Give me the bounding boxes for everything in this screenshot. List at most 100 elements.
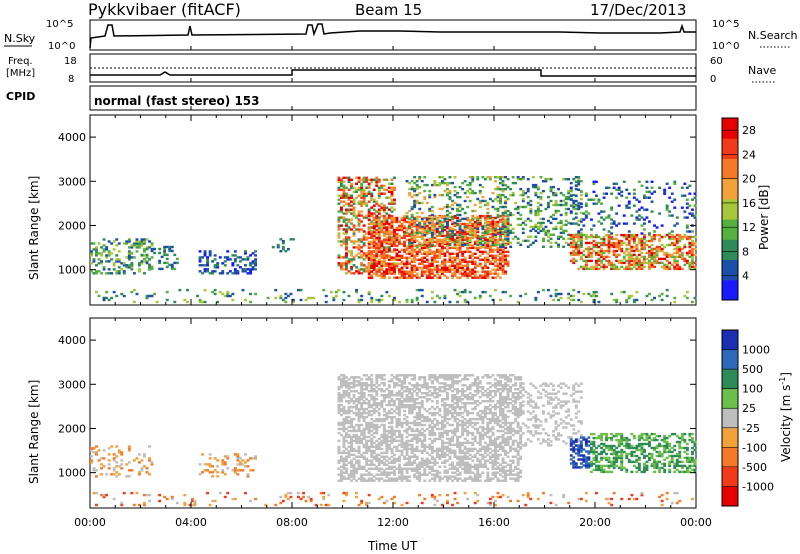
range-gate-cell (246, 473, 250, 476)
range-gate-cell (564, 219, 568, 223)
range-gate-cell (476, 234, 480, 238)
range-gate-cell (403, 398, 406, 401)
range-gate-cell (650, 239, 654, 243)
range-gate-cell (365, 378, 369, 381)
range-gate-cell (132, 300, 136, 304)
range-gate-cell (367, 378, 371, 381)
range-gate-cell (612, 237, 616, 241)
range-gate-cell (655, 253, 659, 257)
range-gate-cell (350, 178, 353, 181)
range-gate-cell (357, 449, 361, 453)
range-gate-cell (390, 202, 394, 205)
range-gate-cell (170, 245, 174, 249)
range-gate-cell (481, 195, 485, 199)
range-gate-cell (408, 274, 411, 277)
range-gate-cell (415, 475, 419, 478)
range-gate-cell (496, 215, 500, 219)
range-gate-cell (382, 238, 386, 242)
range-gate-cell (433, 266, 437, 269)
range-gate-cell (375, 453, 379, 457)
range-gate-cell (360, 238, 364, 241)
range-gate-cell (413, 429, 417, 433)
range-gate-cell (466, 232, 470, 236)
range-gate-cell (145, 296, 149, 300)
range-gate-cell (387, 400, 391, 403)
range-gate-cell (370, 256, 374, 259)
range-gate-cell (433, 376, 437, 379)
range-gate-cell (138, 453, 141, 456)
range-gate-cell (393, 258, 396, 261)
range-gate-cell (435, 455, 439, 458)
range-gate-cell (483, 244, 487, 248)
range-gate-cell (620, 239, 624, 243)
range-gate-cell (350, 471, 353, 474)
range-gate-cell (529, 199, 533, 203)
range-gate-cell (203, 300, 207, 304)
range-gate-cell (345, 469, 348, 472)
range-gate-cell (390, 178, 394, 181)
range-gate-cell (208, 250, 212, 253)
range-gate-cell (367, 274, 371, 277)
range-gate-cell (398, 431, 401, 435)
range-gate-cell (488, 229, 492, 233)
range-gate-cell (680, 251, 684, 255)
range-gate-cell (350, 240, 353, 243)
range-gate-cell (360, 228, 364, 231)
range-gate-cell (350, 254, 353, 257)
range-gate-cell (425, 382, 429, 385)
range-gate-cell (559, 213, 563, 217)
range-gate-cell (491, 226, 495, 230)
range-gate-cell (483, 276, 487, 279)
range-gate-cell (670, 253, 674, 257)
range-gate-cell (405, 245, 409, 248)
range-gate-cell (428, 398, 432, 401)
range-gate-cell (400, 479, 404, 482)
range-gate-cell (408, 241, 412, 244)
range-gate-cell (685, 251, 689, 255)
range-gate-cell (367, 268, 371, 271)
range-gate-cell (542, 221, 545, 225)
range-gate-cell (668, 186, 672, 189)
range-gate-cell (418, 258, 422, 261)
range-gate-cell (448, 226, 452, 230)
range-gate-cell (132, 244, 136, 247)
range-gate-cell (138, 264, 141, 267)
range-gate-cell (382, 208, 386, 211)
range-gate-cell (655, 255, 659, 259)
range-gate-cell (590, 247, 593, 251)
range-gate-cell (337, 178, 341, 181)
range-gate-cell (120, 459, 124, 462)
noise-sky-trace (89, 23, 696, 49)
range-gate-cell (466, 274, 470, 277)
range-gate-cell (423, 228, 427, 232)
range-gate-cell (347, 382, 351, 385)
range-gate-cell (529, 211, 533, 215)
range-gate-cell (398, 300, 401, 304)
range-gate-cell (362, 236, 366, 239)
range-gate-cell (420, 413, 424, 417)
range-gate-cell (350, 423, 353, 427)
range-gate-cell (372, 262, 376, 265)
range-gate-cell (425, 465, 429, 468)
range-gate-cell (393, 270, 396, 273)
range-gate-cell (352, 475, 356, 478)
range-gate-cell (577, 205, 581, 209)
range-gate-cell (345, 222, 348, 225)
range-gate-cell (678, 247, 682, 251)
range-gate-cell (100, 260, 103, 263)
range-gate-cell (337, 447, 341, 451)
range-gate-cell (266, 296, 270, 300)
range-gate-cell (345, 477, 348, 480)
range-gate-cell (385, 437, 389, 441)
range-gate-cell (390, 433, 394, 437)
range-gate-cell (408, 191, 412, 195)
range-gate-cell (395, 445, 399, 449)
range-gate-cell (435, 183, 439, 187)
range-gate-cell (221, 471, 225, 474)
range-gate-cell (632, 249, 636, 253)
range-gate-cell (688, 184, 692, 187)
range-gate-cell (355, 407, 358, 411)
range-gate-cell (370, 300, 374, 304)
range-gate-cell (400, 469, 404, 472)
